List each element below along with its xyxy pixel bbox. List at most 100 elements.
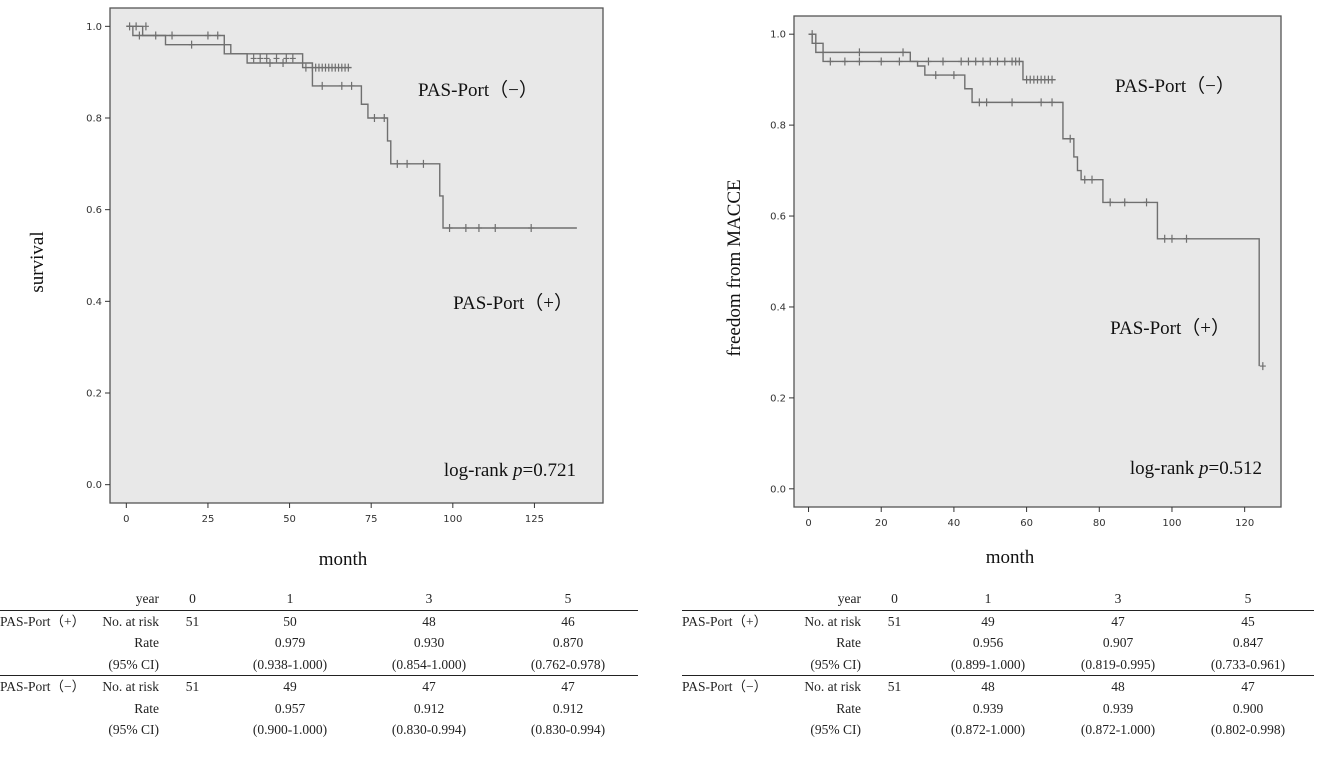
censor-mark [289,54,296,63]
censor-mark [827,57,834,66]
x-tick-label: 0 [805,518,811,529]
censor-mark [856,57,863,66]
y-tick-label: 1.0 [86,22,102,33]
x-tick-label: 25 [202,514,215,525]
censor-mark [841,57,848,66]
table-row: Rate 0.979 0.930 0.870 [0,632,638,654]
censor-mark [878,57,885,66]
table-row: PAS-Port（−） No. at risk 51 49 47 47 [0,676,638,698]
annotation-value: =0.721 [523,460,576,481]
y-tick-label: 0.8 [86,114,102,125]
table-cell: 51 [185,613,200,629]
group-label [0,698,90,720]
censor-mark [1067,134,1074,143]
table-cell: (0.854-1.000) [360,653,498,676]
censor-mark [1183,234,1190,243]
y-tick-label: 0.0 [86,480,102,491]
x-tick-label: 100 [443,514,462,525]
row-label: Rate [134,635,159,650]
group-label [682,632,790,654]
censor-mark [142,22,149,31]
censor-mark [1049,98,1056,107]
table-cell: (0.762-0.978) [498,653,638,676]
censor-mark [280,59,287,67]
row-label: No. at risk [804,679,861,694]
table-header-cell: year [790,588,867,611]
log-rank-annotation: log-rank p=0.512 [1130,458,1262,479]
censor-mark [958,57,965,66]
y-tick-label: 0.2 [770,393,786,404]
y-tick-label: 0.4 [86,297,102,308]
censor-mark [338,81,345,90]
series-label: PAS-Port（+） [453,292,573,314]
table-row: (95% CI) (0.899-1.000) (0.819-0.995) (0.733… [682,653,1314,676]
table-cell [867,719,922,741]
group-label [682,698,790,720]
table-row: (95% CI) (0.938-1.000) (0.854-1.000) (0.762… [0,653,638,676]
censor-mark [381,114,388,122]
x-tick-label: 40 [948,518,961,529]
table-cell: 47 [561,679,575,694]
table-cell: 50 [283,613,297,629]
table-header-cell: 5 [1182,588,1314,611]
row-label: (95% CI) [810,722,861,737]
censor-mark [169,31,176,40]
table-header-cell: 1 [922,588,1054,611]
censor-mark [972,57,979,66]
y-tick-label: 0.8 [770,121,786,132]
table-row: PAS-Port（+） No. at risk 51 49 47 45 [682,610,1314,632]
row-label: (95% CI) [90,653,165,676]
censor-mark [1016,57,1023,66]
km-curve [126,25,352,69]
charts-canvas: 0.0 0.2 0.4 0.6 0.8 1.0 0 25 50 75 100 125 month surv… [27,7,1282,570]
table-row: PAS-Port（+） No. at risk 51 50 48 46 [0,610,638,632]
table-header-cell: 3 [1054,588,1182,611]
censor-mark [925,57,932,66]
table-cell: 46 [561,613,575,629]
table-cell: 48 [1111,679,1125,694]
table-cell: 0.979 [274,635,306,650]
table-cell: 47 [422,679,436,694]
censor-mark [1143,198,1150,207]
plot-area [793,15,1282,508]
y-tick-label: 0.4 [770,302,786,313]
table-header-row: year 0 1 3 5 [0,588,638,611]
censor-mark [1107,198,1114,207]
table-cell: 0.939 [972,700,1004,716]
x-tick-label: 125 [525,514,544,525]
censor-mark [250,54,257,63]
table-cell [165,632,220,654]
table-cell: (0.830-0.994) [391,722,467,737]
annotation-p: p [511,460,523,481]
table-cell [867,653,922,676]
table-header-cell: 1 [220,588,360,611]
censor-mark [896,57,903,66]
table-row: Rate 0.939 0.939 0.900 [682,698,1314,720]
x-tick-label: 50 [283,514,296,525]
y-tick-label: 0.6 [86,205,102,216]
series-label: PAS-Port（−） [1115,75,1235,97]
censor-mark [1049,75,1056,84]
censor-mark [446,224,453,232]
row-label: (95% CI) [790,653,867,676]
table-cell: 51 [185,679,200,694]
y-axis-label: freedom from MACCE [724,179,745,356]
censor-mark [214,31,221,40]
km-curve [126,25,577,229]
censor-mark [404,159,411,168]
table-cell: 48 [422,613,436,629]
chart-1: 0.0 0.2 0.4 0.6 0.8 1.0 0 20 40 60 80 100 120 month fr… [724,15,1282,568]
y-axis-label: survival [27,231,48,292]
series-0: PAS-Port（+） [126,25,577,314]
series-0: PAS-Port（+） [808,33,1266,371]
km-curve [808,33,1056,81]
table-header-cell: 0 [867,588,922,611]
censor-mark [1121,198,1128,207]
table-cell: 0.912 [413,700,445,716]
censor-mark [1001,57,1008,66]
censor-mark [492,224,499,232]
y-tick-label: 0.6 [770,212,786,223]
table-cell: 47 [1241,679,1255,694]
x-tick-label: 120 [1235,518,1254,529]
table-cell: 0.939 [1102,700,1134,716]
